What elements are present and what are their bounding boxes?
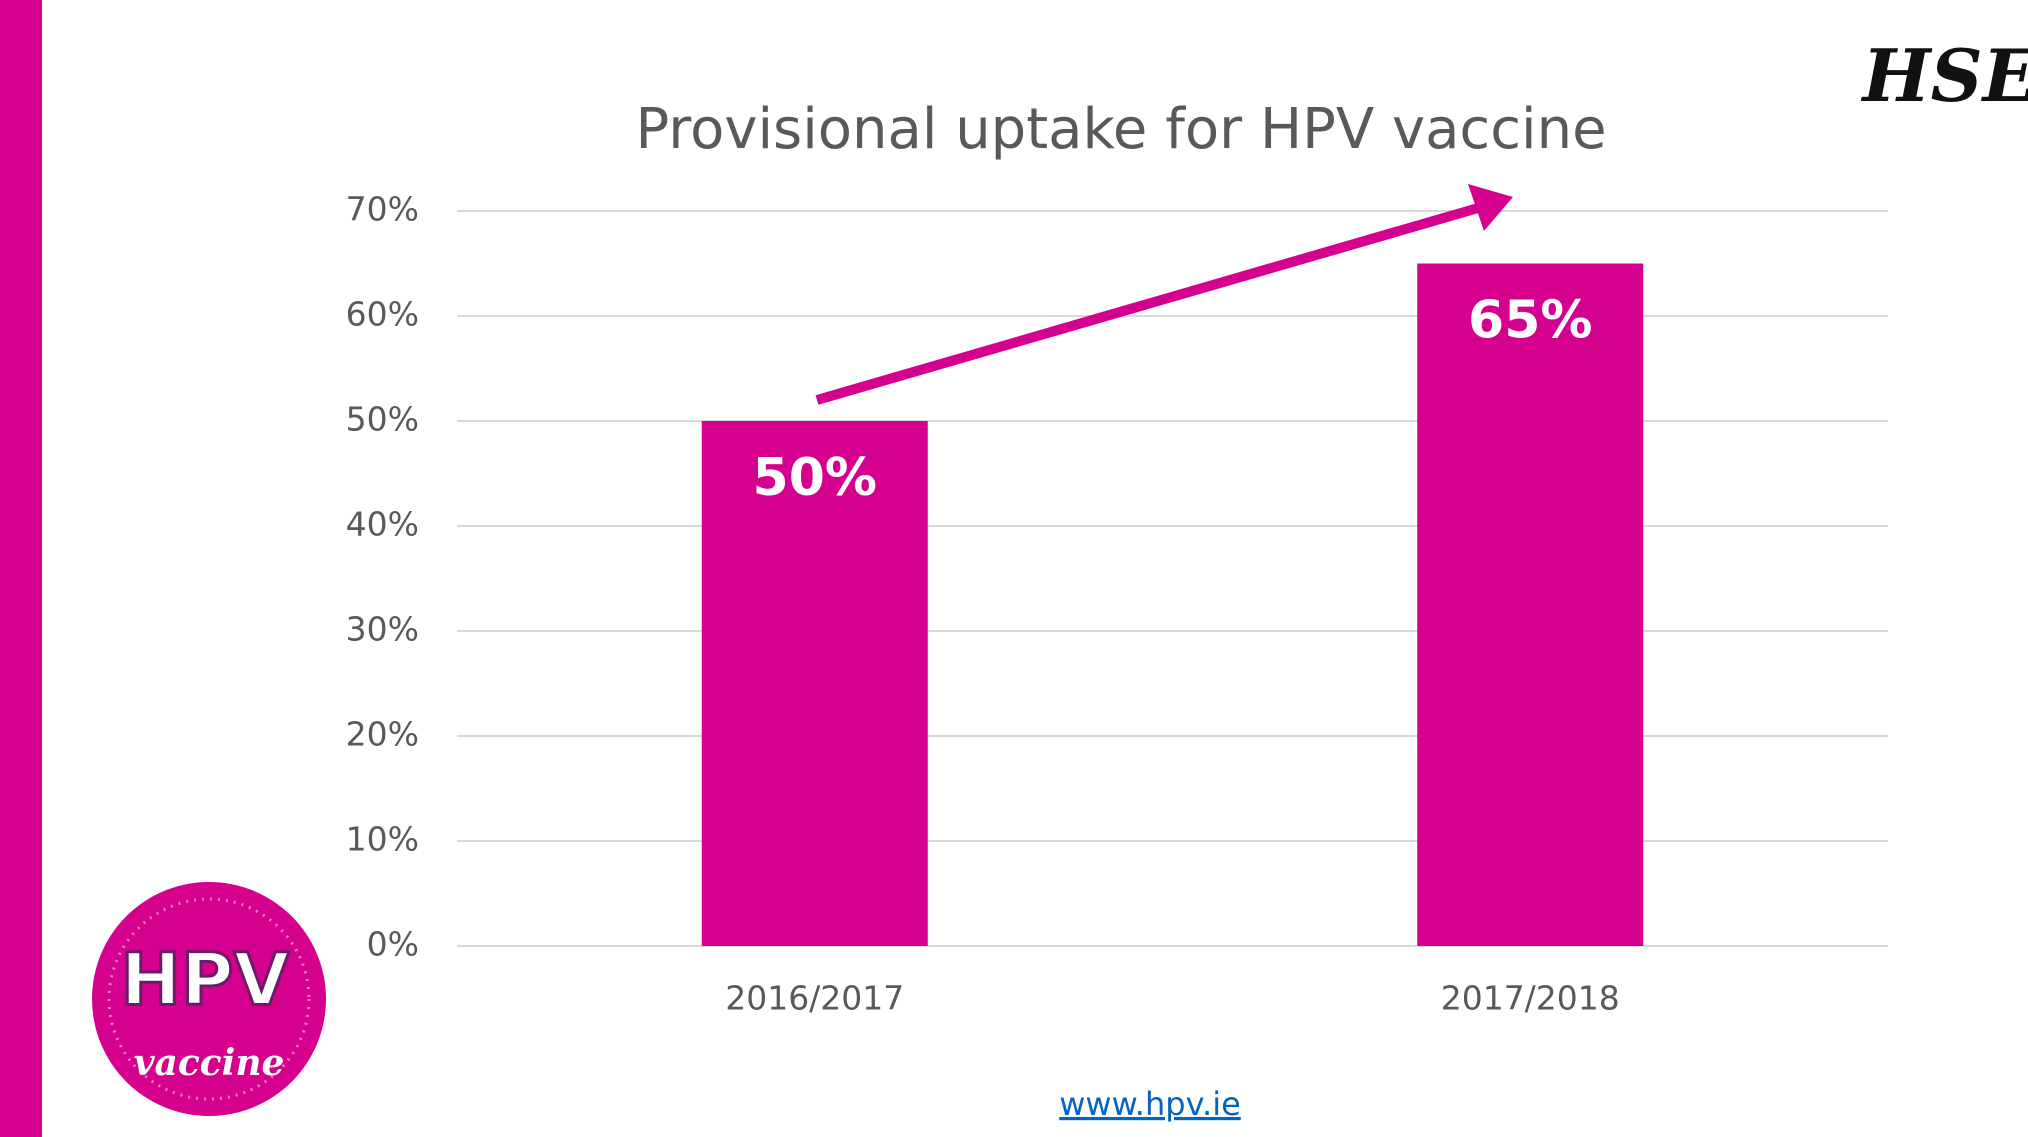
y-tick-label: 60%: [346, 295, 419, 334]
y-tick-label: 20%: [346, 715, 419, 754]
y-tick-label: 0%: [367, 925, 419, 964]
x-tick-label: 2017/2018: [1441, 979, 1620, 1018]
data-label: 65%: [1468, 291, 1592, 351]
arrow-head: [1468, 184, 1513, 231]
plot: 0% 10% 20% 30% 40% 50% 60% 70% 2016/2017 50% 2017/…: [346, 190, 1888, 1018]
badge-circle: [92, 882, 326, 1116]
y-tick-label: 50%: [346, 400, 419, 439]
trend-arrow: [815, 184, 1513, 405]
badge-dots: [107, 897, 311, 1101]
bar: [1417, 263, 1644, 946]
side-stripe: [0, 0, 42, 1137]
arrow-shaft: [815, 203, 1480, 405]
hse-logo: HSE: [1861, 33, 2028, 118]
chart-title: Provisional uptake for HPV vaccine: [635, 97, 1606, 162]
bar: [701, 421, 928, 946]
badge-top: HPV: [121, 938, 290, 1022]
data-label: 50%: [753, 448, 877, 508]
y-tick-label: 70%: [346, 190, 419, 229]
y-tick-label: 10%: [346, 820, 419, 859]
x-tick-label: 2016/2017: [725, 979, 904, 1018]
hpv-badge: HPV vaccine: [92, 882, 326, 1116]
y-tick-label: 30%: [346, 610, 419, 649]
footer-link[interactable]: www.hpv.ie: [1059, 1085, 1241, 1123]
y-tick-label: 40%: [346, 505, 419, 544]
badge-bottom: vaccine: [134, 1042, 285, 1084]
